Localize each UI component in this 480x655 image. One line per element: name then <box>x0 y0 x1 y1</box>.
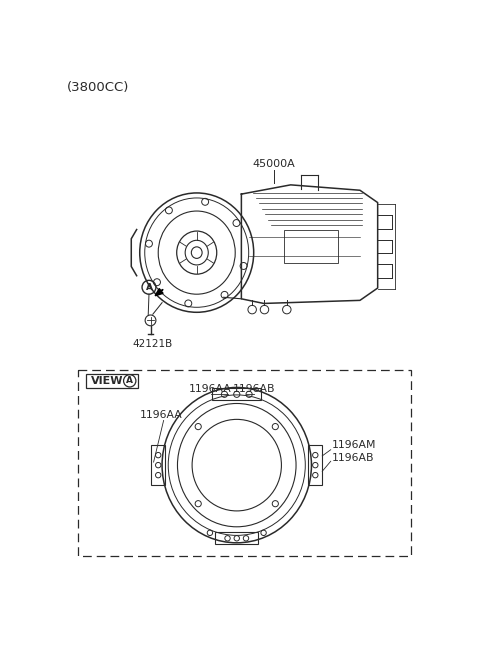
Text: 1196AB: 1196AB <box>232 384 275 394</box>
Text: 1196AA: 1196AA <box>140 410 182 420</box>
Text: VIEW: VIEW <box>90 376 123 386</box>
Bar <box>308 445 322 485</box>
Bar <box>284 229 337 263</box>
Text: A: A <box>145 283 153 291</box>
Text: 45000A: 45000A <box>252 159 295 169</box>
Bar <box>78 369 411 556</box>
Bar <box>215 532 258 544</box>
Text: (3800CC): (3800CC) <box>67 81 130 94</box>
Text: 42121B: 42121B <box>132 339 172 348</box>
Text: A: A <box>126 377 133 385</box>
Text: 1196AM: 1196AM <box>332 440 377 450</box>
Bar <box>86 373 138 388</box>
Text: 1196AA: 1196AA <box>189 384 232 394</box>
Text: 1196AB: 1196AB <box>332 453 375 462</box>
Bar <box>212 388 262 400</box>
Bar <box>151 445 165 485</box>
FancyArrow shape <box>155 288 163 296</box>
